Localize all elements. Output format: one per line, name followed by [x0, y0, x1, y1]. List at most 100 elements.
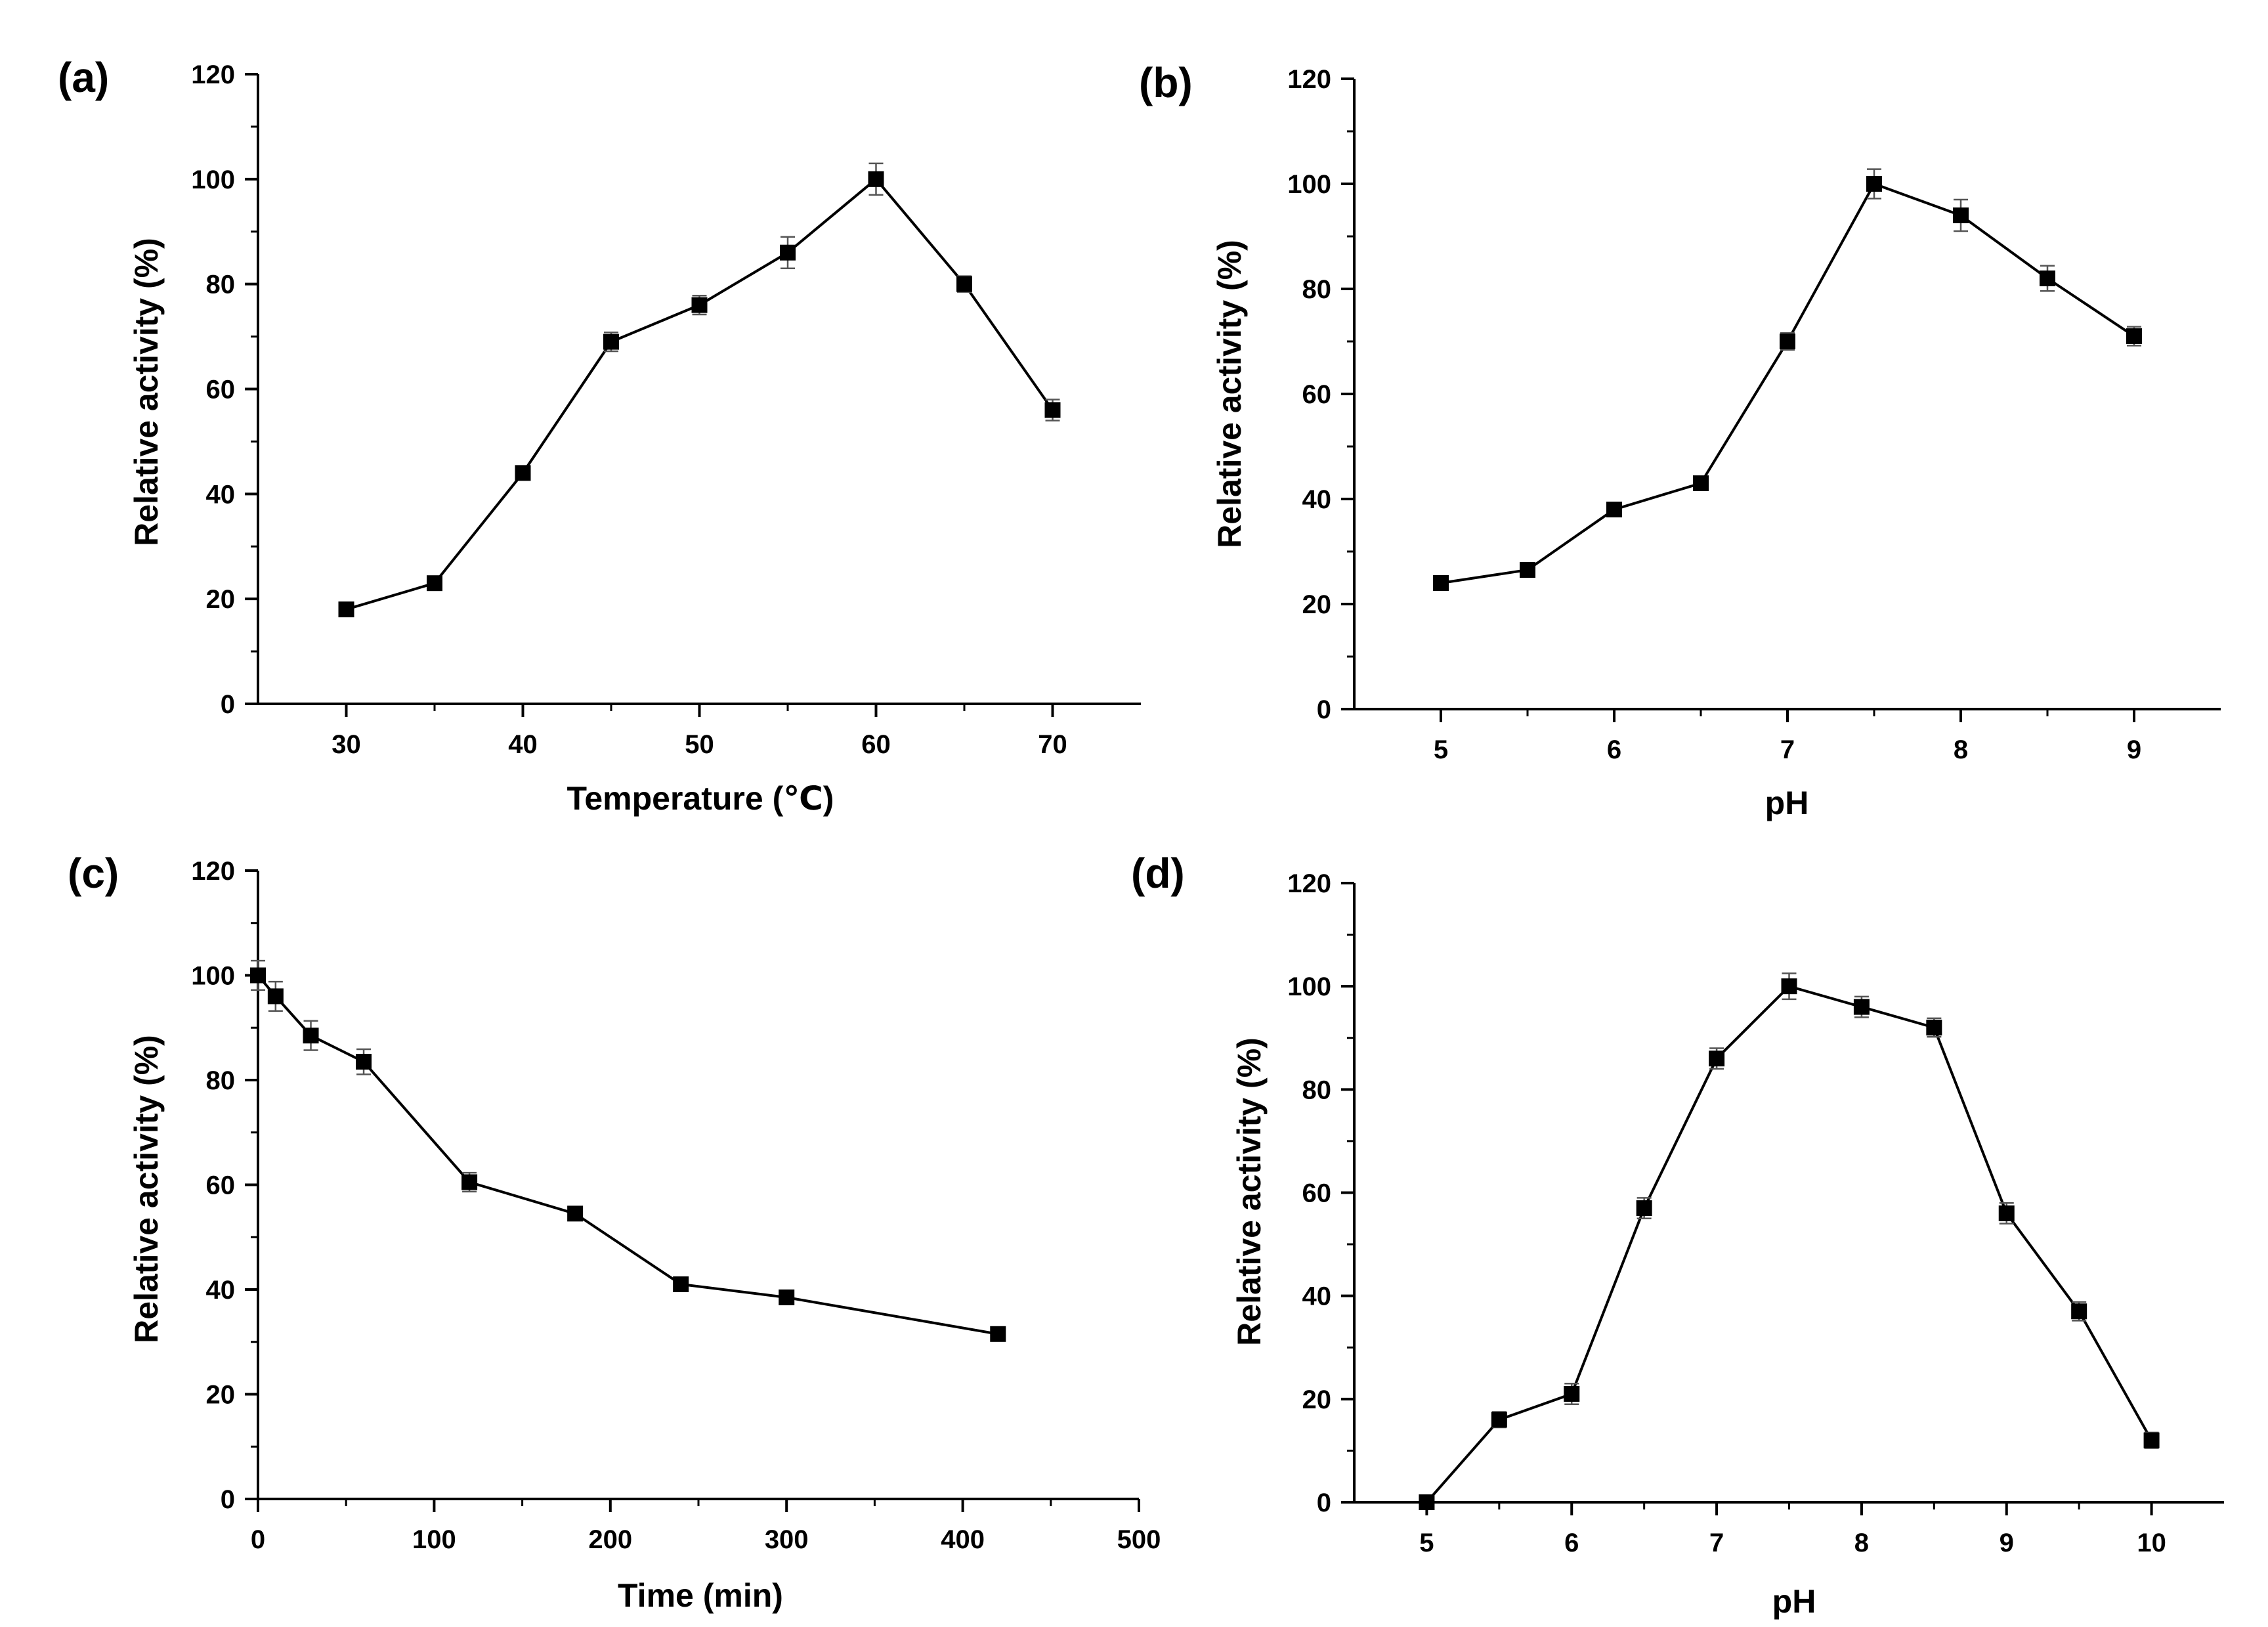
y-tick-label: 60	[1302, 1179, 1332, 1208]
y-axis-title: Relative activity (%)	[1231, 1037, 1268, 1346]
y-tick-label: 20	[1302, 1385, 1332, 1414]
y-tick-label: 100	[191, 962, 235, 991]
x-tick-label: 9	[2127, 735, 2141, 764]
x-tick-label: 5	[1434, 735, 1448, 764]
y-tick-label: 20	[1302, 590, 1332, 619]
data-point	[567, 1205, 584, 1222]
data-point	[1419, 1494, 1435, 1510]
y-tick-label: 0	[221, 690, 235, 719]
x-tick-label: 0	[251, 1525, 265, 1554]
data-point	[1866, 176, 1882, 192]
y-tick-label: 120	[191, 857, 235, 886]
panel-c: (c) 0 20 40 60 80 100 120 0 100 200 300 400 500 Time…	[68, 850, 1161, 1614]
data-point	[956, 276, 972, 292]
x-tick-label: 8	[1854, 1529, 1869, 1557]
data-point	[2143, 1432, 2160, 1448]
data-point	[691, 297, 708, 313]
data-point	[1998, 1205, 2015, 1221]
data-point	[250, 967, 266, 984]
x-tick-label: 40	[508, 730, 538, 759]
y-tick-label: 0	[221, 1485, 235, 1514]
y-axis-title: Relative activity (%)	[1211, 240, 1248, 548]
data-point	[780, 244, 796, 261]
data-point	[303, 1028, 319, 1044]
x-tick-label: 7	[1709, 1529, 1724, 1557]
data-point	[2071, 1303, 2087, 1320]
data-point	[1780, 334, 1795, 349]
data-point	[2040, 271, 2055, 286]
series-line	[1440, 182, 2135, 584]
data-point	[427, 575, 442, 592]
y-axis-title: Relative activity (%)	[128, 1035, 165, 1343]
series-line	[1425, 984, 2153, 1504]
y-tick-label: 80	[1302, 275, 1332, 304]
data-point	[1433, 575, 1449, 591]
y-tick-label: 40	[206, 480, 236, 509]
y-tick-label: 0	[1317, 695, 1331, 724]
x-tick-label: 8	[1954, 735, 1968, 764]
data-point	[515, 465, 531, 481]
y-tick-label: 20	[206, 585, 236, 614]
x-tick-label: 200	[588, 1525, 632, 1554]
y-tick-label: 40	[1302, 1282, 1332, 1311]
data-point	[1709, 1051, 1725, 1067]
data-point	[1564, 1385, 1580, 1402]
data-point	[779, 1289, 795, 1305]
data-point	[1926, 1020, 1942, 1036]
data-point	[1953, 207, 1969, 223]
y-tick-label: 80	[206, 1066, 236, 1095]
y-tick-label: 60	[206, 376, 236, 404]
x-tick-label: 6	[1564, 1529, 1579, 1557]
y-tick-label: 60	[206, 1171, 236, 1200]
data-point	[1853, 999, 1870, 1015]
x-axis-title: pH	[1765, 785, 1809, 821]
y-tick-label: 0	[1317, 1488, 1331, 1517]
data-point	[673, 1276, 689, 1293]
y-tick-label: 100	[191, 165, 235, 194]
data-point	[1044, 402, 1061, 418]
data-point	[868, 171, 884, 187]
x-tick-label: 400	[941, 1525, 985, 1554]
x-tick-label: 50	[685, 730, 714, 759]
x-tick-label: 7	[1780, 735, 1795, 764]
x-tick-label: 70	[1038, 730, 1067, 759]
x-tick-label: 30	[332, 730, 361, 759]
panel-label: (a)	[58, 54, 109, 101]
data-point	[2126, 328, 2142, 344]
data-point	[1693, 475, 1709, 491]
data-point	[1520, 562, 1535, 578]
x-tick-label: 300	[765, 1525, 809, 1554]
y-tick-label: 100	[1287, 972, 1331, 1001]
x-tick-label: 10	[2137, 1529, 2166, 1557]
panel-label: (c)	[68, 850, 119, 897]
y-tick-label: 40	[1302, 485, 1332, 514]
panel-a: (a) 0 20 40 60 80 100 120 30 40 50 60 70 Temperatur…	[58, 54, 1141, 817]
panel-d: (d) 0 20 40 60 80 100 120 5 6 7 8 9 10 pH Relative a…	[1131, 850, 2224, 1620]
data-point	[267, 988, 284, 1005]
y-tick-label: 100	[1287, 170, 1331, 199]
data-point	[356, 1054, 372, 1070]
data-point	[1606, 502, 1622, 517]
data-point	[338, 601, 354, 618]
x-tick-label: 9	[2000, 1529, 2014, 1557]
x-axis-title: Time (min)	[618, 1577, 783, 1614]
data-point	[1491, 1412, 1507, 1428]
y-tick-label: 20	[206, 1381, 236, 1410]
data-point	[1636, 1200, 1652, 1217]
series-line	[257, 974, 998, 1335]
y-tick-label: 120	[1287, 65, 1331, 94]
y-tick-label: 40	[206, 1276, 236, 1305]
y-tick-label: 120	[191, 60, 235, 89]
y-tick-label: 120	[1287, 869, 1331, 898]
x-tick-label: 5	[1419, 1529, 1434, 1557]
data-point	[603, 334, 619, 350]
data-point	[1781, 978, 1797, 995]
data-point	[461, 1174, 478, 1190]
y-tick-label: 60	[1302, 380, 1332, 409]
y-axis-title: Relative activity (%)	[128, 238, 165, 546]
y-tick-label: 80	[206, 271, 236, 299]
panel-label: (d)	[1131, 850, 1185, 897]
panel-label: (b)	[1139, 59, 1193, 106]
panel-b: (b) 0 20 40 60 80 100 120 5 6 7 8 9 pH Relative act…	[1139, 59, 2221, 821]
